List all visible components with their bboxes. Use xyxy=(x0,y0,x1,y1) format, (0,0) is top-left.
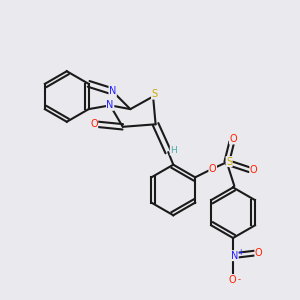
Text: O: O xyxy=(255,248,262,258)
Text: N: N xyxy=(231,251,238,261)
Text: N: N xyxy=(109,86,116,96)
Text: +: + xyxy=(237,248,244,256)
Text: N: N xyxy=(106,100,114,110)
Text: O: O xyxy=(250,165,257,175)
Text: O: O xyxy=(209,164,217,174)
Text: O: O xyxy=(90,119,98,129)
Text: S: S xyxy=(152,89,158,99)
Text: -: - xyxy=(238,275,241,284)
Text: O: O xyxy=(228,274,236,284)
Text: S: S xyxy=(226,157,232,166)
Text: O: O xyxy=(230,134,237,144)
Text: H: H xyxy=(170,146,177,155)
